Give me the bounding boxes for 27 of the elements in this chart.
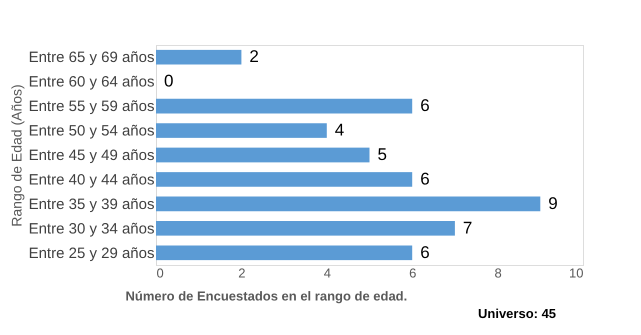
x-tick-label: 2 bbox=[238, 266, 246, 280]
data-label: 6 bbox=[420, 169, 430, 188]
y-tick-label: Entre 50 y 54 años bbox=[28, 122, 154, 140]
y-tick-label: Entre 45 y 49 años bbox=[28, 147, 154, 164]
x-tick-label: 6 bbox=[409, 266, 416, 280]
y-axis-title: Rango de Edad (Años) bbox=[8, 84, 25, 227]
text: Universo: 45 bbox=[478, 306, 556, 321]
x-tick-label: 8 bbox=[494, 266, 502, 280]
data-label: 6 bbox=[420, 242, 430, 262]
x-tick-label: 0 bbox=[156, 266, 164, 280]
data-label: 4 bbox=[334, 120, 344, 140]
y-tick-label: Entre 25 y 29 años bbox=[28, 244, 154, 262]
data-label: 2 bbox=[249, 47, 259, 66]
data-label: 5 bbox=[378, 145, 387, 164]
y-tick-label: Entre 60 y 64 años bbox=[28, 74, 154, 91]
y-tick-label: Entre 30 y 34 años bbox=[28, 220, 154, 238]
data-label: 7 bbox=[462, 218, 472, 238]
x-tick-label: 10 bbox=[569, 266, 584, 280]
y-tick-label: Entre 65 y 69 años bbox=[28, 49, 154, 66]
y-tick-label: Entre 55 y 59 años bbox=[28, 98, 154, 116]
data-label: 9 bbox=[548, 194, 558, 213]
y-tick-label: Entre 40 y 44 años bbox=[28, 171, 154, 188]
y-tick-label: Entre 35 y 39 años bbox=[28, 196, 154, 213]
x-axis-title: Número de Encuestados en el rango de edad. bbox=[126, 288, 408, 304]
x-tick-label: 4 bbox=[324, 266, 331, 280]
data-label: 0 bbox=[164, 72, 174, 91]
data-label: 6 bbox=[420, 96, 430, 116]
